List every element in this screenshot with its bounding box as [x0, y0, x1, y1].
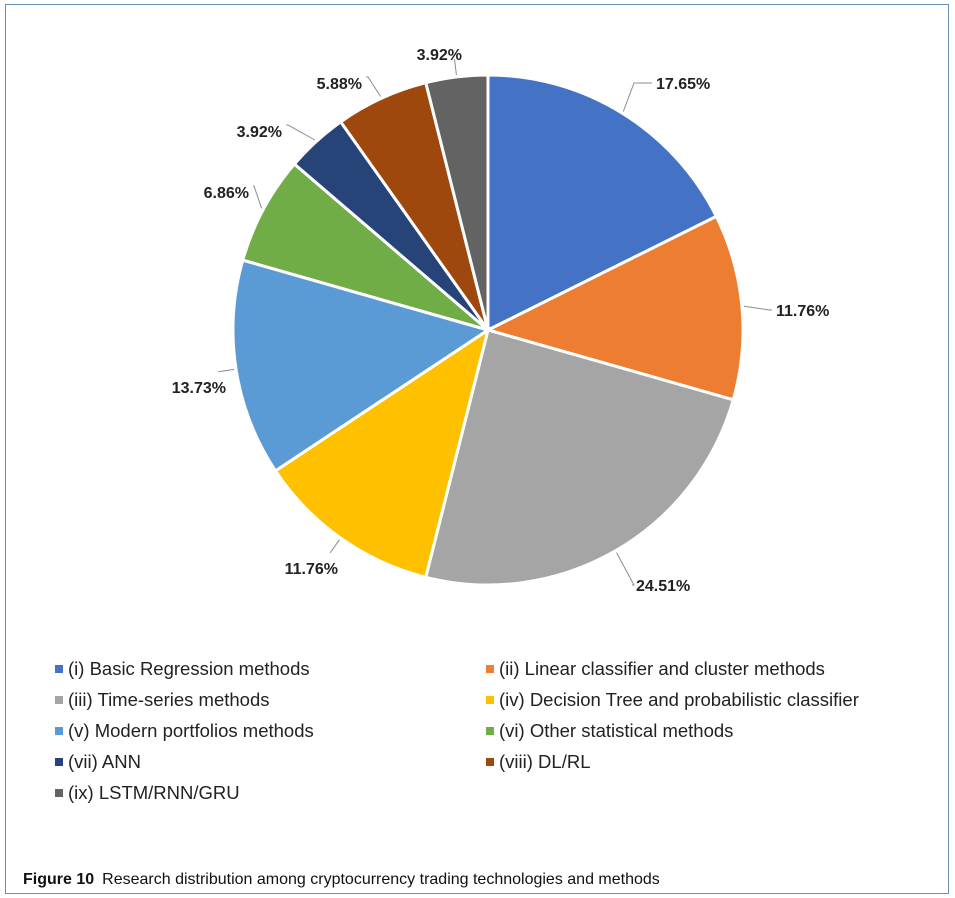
legend-label: (ii) Linear classifier and cluster metho…: [499, 658, 825, 679]
pie-chart: 17.65% 11.76% 24.51% 11.76% 13.73% 6.86% 3.92%…: [172, 47, 830, 595]
pie-slice-1: [486, 73, 719, 333]
legend-item-4: (iv) Decision Tree and probabilistic cla…: [486, 688, 935, 712]
figure-frame: 17.65% 11.76% 24.51% 11.76% 13.73% 6.86% 3.92%…: [5, 4, 949, 894]
legend-item-8: (viii) DL/RL: [486, 750, 935, 774]
legend-swatch: [55, 758, 63, 766]
leader-line-2: [743, 305, 772, 311]
legend-item-2: (ii) Linear classifier and cluster metho…: [486, 657, 935, 681]
legend-label: (iii) Time-series methods: [68, 689, 270, 710]
pie-slices: [231, 73, 745, 587]
legend-swatch: [486, 758, 494, 766]
legend-label: (i) Basic Regression methods: [68, 658, 310, 679]
legend-swatch: [55, 696, 63, 704]
legend-label: (vi) Other statistical methods: [499, 720, 734, 741]
figure-caption: Figure 10 Research distribution among cry…: [23, 871, 660, 889]
pie-slice-9: [423, 73, 490, 331]
leader-line-7: [286, 124, 316, 141]
legend-item-3: (iii) Time-series methods: [55, 688, 486, 712]
legend-label: (ix) LSTM/RNN/GRU: [68, 782, 240, 803]
legend-swatch: [486, 696, 494, 704]
data-label-3: 24.51%: [636, 578, 690, 595]
data-label-4: 11.76%: [285, 561, 338, 578]
legend-item-1: (i) Basic Regression methods: [55, 657, 486, 681]
legend: (i) Basic Regression methods (ii) Linear …: [55, 657, 935, 805]
legend-item-5: (v) Modern portfolios methods: [55, 719, 486, 743]
data-label-6: 6.86%: [204, 185, 249, 202]
legend-swatch: [486, 665, 494, 673]
data-label-1: 17.65%: [656, 76, 710, 93]
data-label-9: 3.92%: [417, 47, 462, 64]
data-labels: 17.65% 11.76% 24.51% 11.76% 13.73% 6.86% 3.92%…: [172, 47, 830, 595]
leader-line-6: [253, 185, 263, 209]
caption-label: Figure 10: [23, 871, 95, 888]
pie-slice-3: [423, 328, 736, 587]
leader-line-5: [218, 368, 235, 373]
leader-lines: [218, 59, 772, 586]
legend-swatch: [486, 727, 494, 735]
leader-line-4: [329, 539, 340, 554]
legend-item-9: (ix) LSTM/RNN/GRU: [55, 781, 486, 805]
legend-item-7: (vii) ANN: [55, 750, 486, 774]
leader-line-8: [366, 76, 382, 97]
legend-item-6: (vi) Other statistical methods: [486, 719, 935, 743]
legend-label: (vii) ANN: [68, 751, 141, 772]
data-label-2: 11.76%: [776, 303, 829, 320]
legend-label: (v) Modern portfolios methods: [68, 720, 314, 741]
legend-swatch: [55, 789, 63, 797]
leader-line-9: [454, 59, 457, 75]
legend-label: (iv) Decision Tree and probabilistic cla…: [499, 689, 859, 710]
pie-slice-2: [483, 214, 745, 402]
legend-label: (viii) DL/RL: [499, 751, 591, 772]
leader-line-3: [616, 552, 635, 586]
caption-text: Research distribution among cryptocurren…: [102, 871, 660, 888]
legend-swatch: [55, 727, 63, 735]
pie-slice-6: [240, 161, 489, 332]
data-label-8: 5.88%: [317, 76, 362, 93]
pie-slice-4: [273, 326, 491, 580]
legend-swatch: [55, 665, 63, 673]
leader-line-1: [622, 82, 652, 112]
data-label-7: 3.92%: [237, 124, 282, 141]
data-label-5: 13.73%: [172, 380, 226, 397]
